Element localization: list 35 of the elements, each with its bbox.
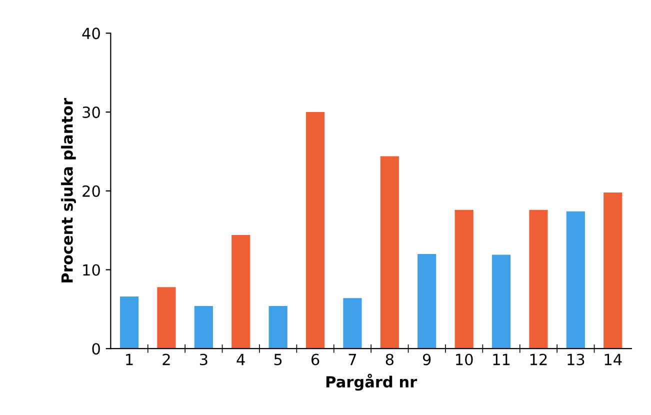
bar (566, 211, 585, 349)
x-tick-label: 6 (311, 354, 320, 366)
y-tick-label: 0 (92, 343, 100, 355)
x-tick-label: 8 (386, 354, 394, 366)
bar (232, 235, 250, 349)
bar (492, 254, 511, 349)
x-tick-label: 11 (493, 354, 510, 366)
x-tick-label: 1 (126, 354, 133, 366)
bar (268, 306, 288, 349)
bar (418, 254, 436, 349)
y-tick-label: 10 (83, 264, 100, 276)
x-tick-label: 10 (456, 354, 473, 366)
x-tick-label: 3 (200, 354, 208, 366)
x-tick-label: 14 (604, 354, 622, 366)
bar (306, 112, 325, 349)
bar (529, 210, 548, 349)
bar (120, 296, 139, 349)
bar (454, 210, 474, 349)
y-tick-label: 20 (82, 185, 100, 197)
y-axis-title: Procent sjuka plantor (61, 98, 76, 282)
x-axis-title: Pargård nr (326, 374, 418, 391)
x-tick-label: 9 (422, 354, 431, 366)
bar (194, 306, 213, 349)
x-tick-label: 12 (530, 354, 547, 366)
bar (380, 156, 399, 349)
x-tick-label: 7 (348, 354, 356, 366)
y-tick-label: 40 (82, 28, 100, 40)
bar (157, 287, 176, 349)
x-tick-label: 4 (236, 354, 245, 366)
x-tick-label: 5 (274, 354, 282, 366)
bar (343, 298, 362, 349)
y-tick-label: 30 (82, 106, 100, 118)
x-tick-label: 2 (162, 354, 170, 366)
bar (604, 192, 622, 349)
x-tick-label: 13 (568, 354, 584, 366)
